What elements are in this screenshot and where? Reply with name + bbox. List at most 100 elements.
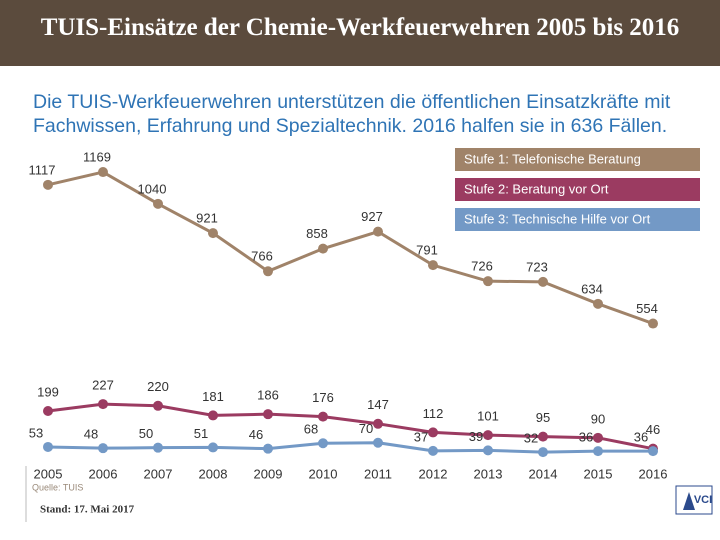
point [648,318,658,329]
title: TUIS-Einsätze der Chemie-Werkfeuerwehren… [40,14,680,41]
logo-icon [683,492,695,510]
data-label: 723 [526,259,548,274]
data-label: 186 [257,388,279,403]
data-label: 1117 [29,162,56,177]
point [208,442,218,453]
legend-box [455,178,700,201]
point [483,445,493,456]
subtitle: Die TUIS-Werkfeuerwehren unterstützen di… [33,91,671,137]
x-tick-label: 2010 [309,466,338,481]
point [483,276,493,287]
date: Stand: 17. Mai 2017 [40,504,135,516]
x-tick-label: 2006 [89,466,118,481]
series-line [47,170,654,325]
x-tick-label: 2005 [34,466,63,481]
point [538,431,548,442]
data-label: 32 [524,431,538,446]
data-label: 95 [536,410,550,425]
series-line [47,402,654,451]
data-label: 147 [367,397,389,412]
data-label: 634 [581,281,603,296]
point [318,438,328,449]
point [98,167,108,178]
x-tick-label: 2012 [419,466,448,481]
point [483,430,493,441]
data-label: 70 [359,421,373,436]
point [208,410,218,421]
data-label: 858 [306,226,328,241]
data-label: 48 [84,427,98,442]
data-label: 112 [423,406,444,421]
data-label: 46 [646,422,660,437]
point [428,427,438,438]
data-label: 220 [147,379,169,394]
point [98,399,108,410]
data-label: 227 [92,378,114,393]
point [538,276,548,287]
legend-label: Stufe 3: Technische Hilfe vor Ort [464,211,651,226]
point [98,443,108,454]
data-label: 36 [579,430,593,445]
point [373,437,383,448]
legend-label: Stufe 1: Telefonische Beratung [464,151,641,166]
x-tick-label: 2009 [254,466,283,481]
point [263,266,273,277]
point [43,441,53,452]
data-label: 176 [312,390,334,405]
data-label: 51 [194,426,208,441]
point [428,445,438,456]
data-label: 37 [414,429,428,444]
data-label: 101 [477,409,499,424]
point [538,447,548,458]
data-label: 90 [591,411,605,426]
x-tick-label: 2014 [529,466,558,481]
point [153,198,163,209]
data-label: 50 [139,426,153,441]
point [428,260,438,271]
point [373,226,383,237]
data-label: 766 [251,249,273,264]
data-label: 921 [196,211,218,226]
point [593,432,603,443]
data-label: 46 [249,427,263,442]
x-tick-label: 2011 [364,466,392,481]
point [263,443,273,454]
header-bar: TUIS-Einsätze der Chemie-Werkfeuerwehren… [0,0,720,66]
data-label: 181 [202,389,224,404]
legend-box [455,208,700,231]
data-label: 726 [471,259,493,274]
data-label: 927 [361,209,383,224]
data-label: 39 [469,429,483,444]
logo: VCI [694,494,712,506]
legend-box [455,148,700,171]
source: Quelle: TUIS [32,482,83,492]
point [153,442,163,453]
x-tick-label: 2016 [639,466,668,481]
data-label: 36 [634,430,648,445]
point [263,409,273,420]
point [43,179,53,190]
data-label: 68 [304,422,318,437]
data-label: 791 [416,243,438,258]
data-label: 1040 [138,181,167,196]
x-tick-label: 2013 [474,466,503,481]
data-label: 199 [37,384,59,399]
data-label: 554 [636,301,658,316]
point [593,446,603,457]
x-tick-label: 2008 [199,466,228,481]
data-label: 53 [29,425,43,440]
point [373,418,383,429]
point [648,446,658,457]
data-label: 1169 [83,149,111,164]
x-tick-label: 2015 [584,466,613,481]
point [208,228,218,239]
point [318,411,328,422]
legend-label: Stufe 2: Beratung vor Ort [464,181,609,196]
point [43,405,53,416]
series-line [47,441,653,454]
point [318,243,328,254]
point [593,298,603,309]
x-tick-label: 2007 [144,466,173,481]
